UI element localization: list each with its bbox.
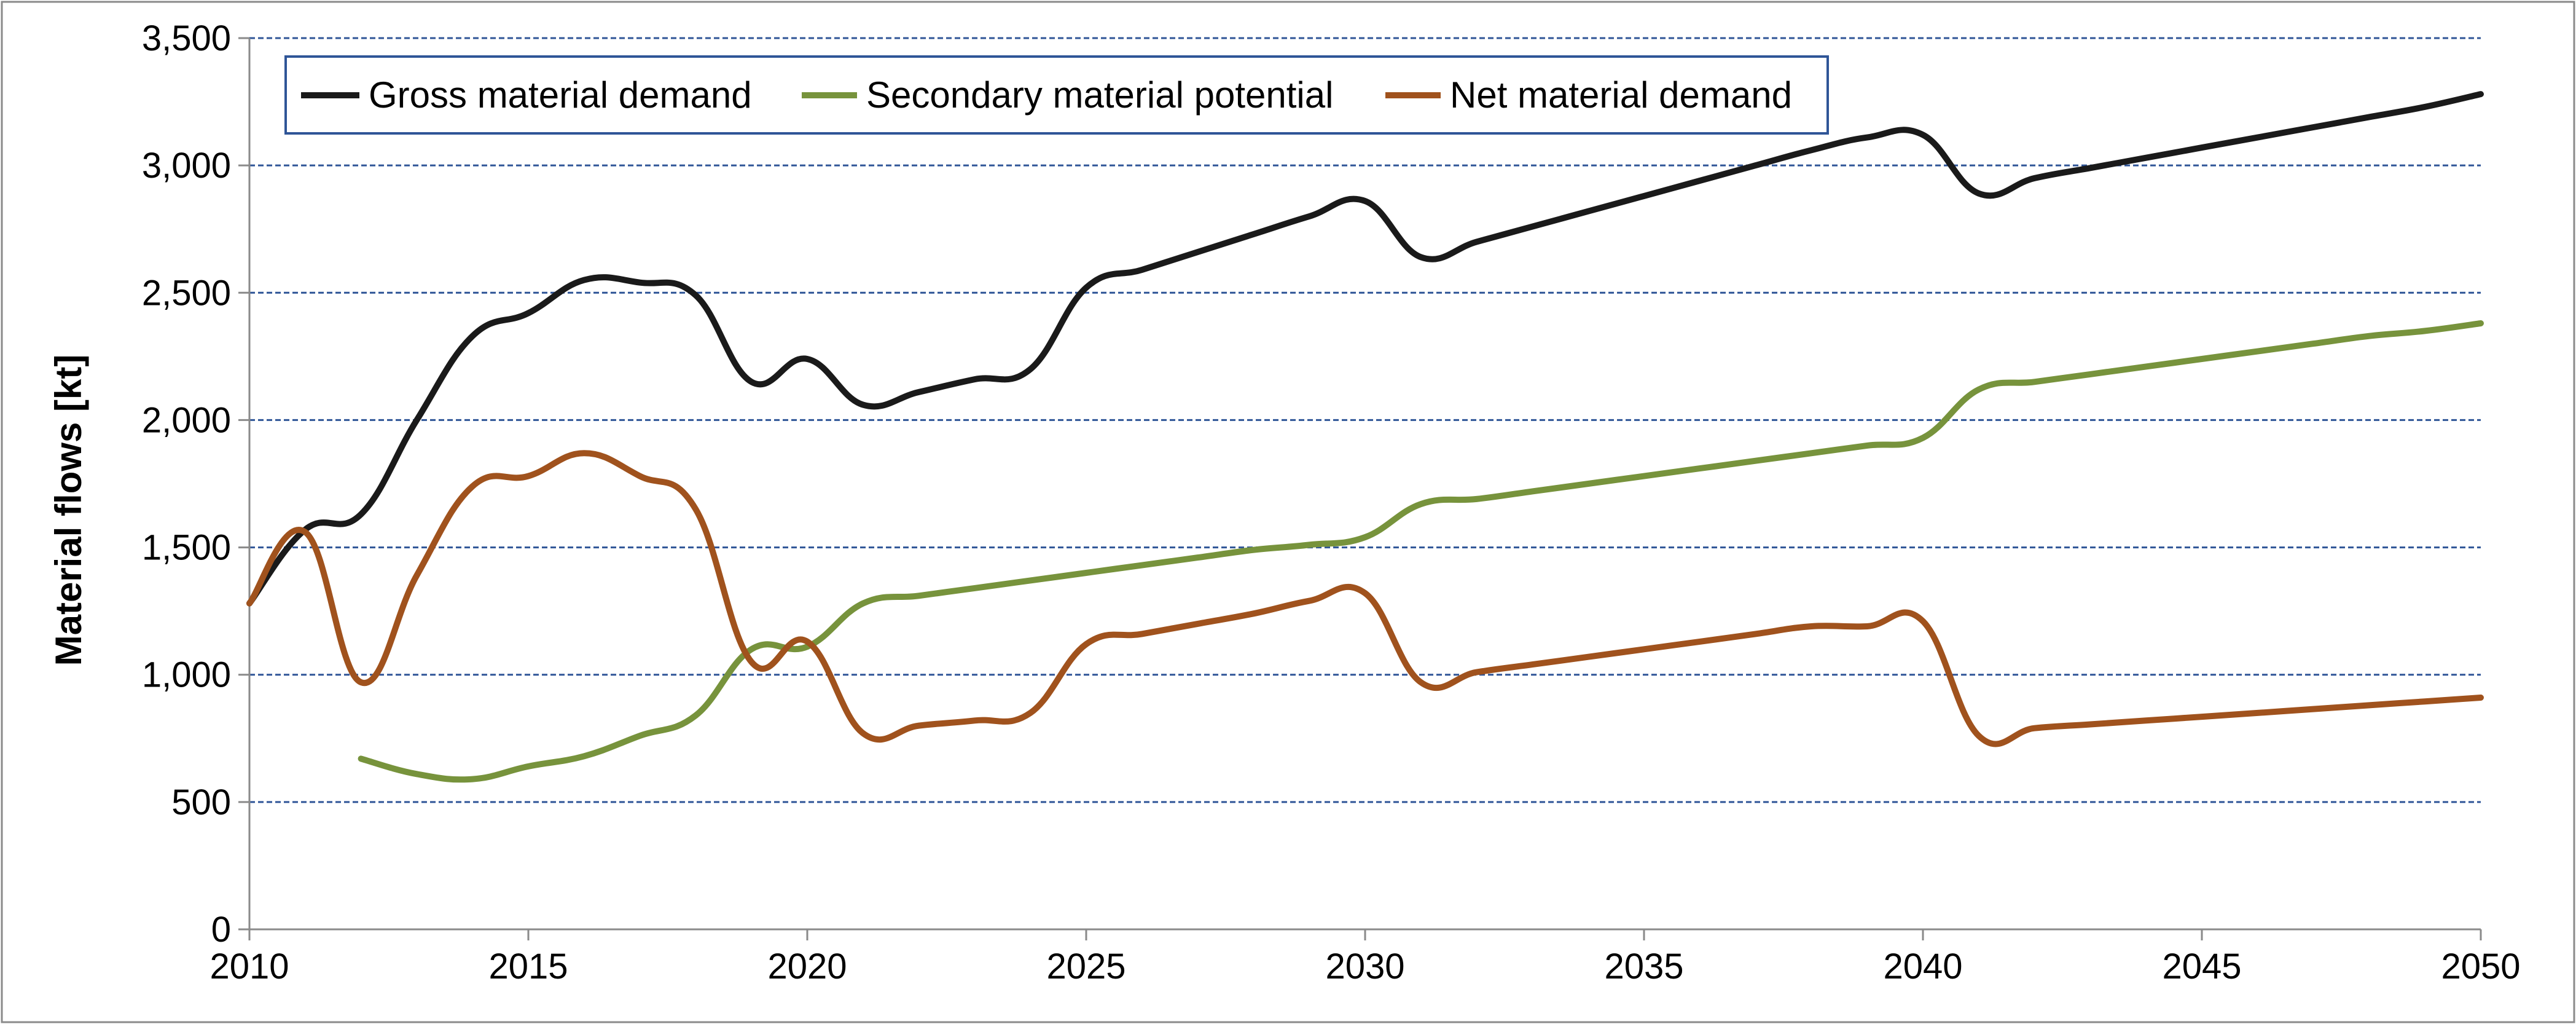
- legend-label-net-material-demand: Net material demand: [1450, 74, 1792, 116]
- y-tick-label: 3,500: [142, 18, 231, 58]
- legend-label-gross-material-demand: Gross material demand: [369, 74, 752, 116]
- y-tick-label: 1,500: [142, 528, 231, 568]
- series-line-secondary-material-potential: [358, 320, 2484, 783]
- series-lines: [246, 91, 2484, 783]
- axes: [238, 37, 2482, 940]
- y-tick-label: 2,000: [142, 400, 231, 440]
- x-tick-label: 2020: [767, 947, 847, 987]
- x-tick-label: 2030: [1325, 947, 1404, 987]
- x-tick-label: 2040: [1883, 947, 1962, 987]
- y-tick-label: 500: [171, 782, 231, 822]
- y-tick-label: 1,000: [142, 655, 231, 695]
- x-tick-label: 2010: [209, 947, 289, 987]
- y-tick-label: 0: [211, 910, 231, 950]
- legend-label-secondary-material-potential: Secondary material potential: [866, 74, 1333, 116]
- x-tick-label: 2035: [1604, 947, 1683, 987]
- series-line-net-material-demand: [246, 450, 2484, 747]
- y-tick-label: 3,000: [142, 146, 231, 186]
- y-tick-label: 2,500: [142, 273, 231, 313]
- tick-labels: 0 500 1,000 1,500 2,000 2,500 3,000 3,500 2010 20…: [142, 18, 2521, 987]
- x-tick-label: 2025: [1046, 947, 1126, 987]
- x-tick-label: 2050: [2441, 947, 2520, 987]
- x-tick-label: 2015: [488, 947, 568, 987]
- y-axis-title: Material flows [kt]: [48, 355, 89, 666]
- x-tick-label: 2045: [2162, 947, 2241, 987]
- series-line-gross-material-demand: [246, 91, 2484, 607]
- legend: Gross material demand Secondary material…: [284, 55, 1829, 135]
- legend-box: [284, 55, 1829, 135]
